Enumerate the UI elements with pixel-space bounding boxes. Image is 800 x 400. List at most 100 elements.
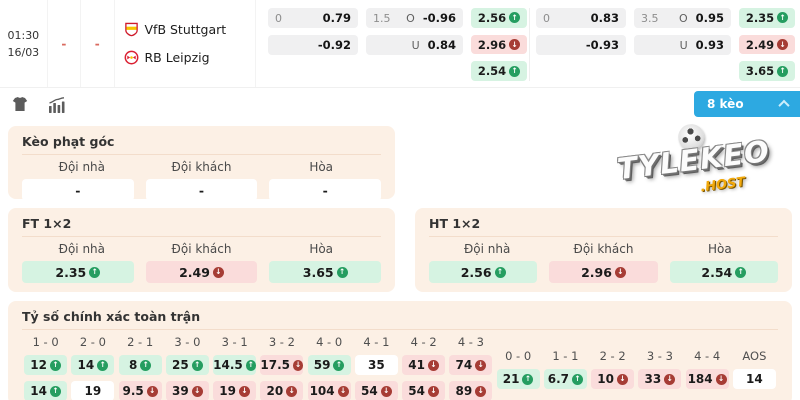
home-team-row[interactable]: VfB Stuttgart [124, 22, 256, 37]
home-header: Đội nhà [463, 242, 511, 256]
handicap-line: 0 [543, 11, 550, 25]
odds-value: 9.5 [122, 384, 144, 398]
score-odds-cell[interactable]: 21 ↑ [496, 369, 540, 389]
corner-home-cell[interactable]: - [22, 179, 134, 201]
odds-value: 25 [172, 358, 189, 372]
score-odds-cell[interactable]: 10 ↓ [591, 369, 635, 389]
under-cell[interactable]: U 0.93 [634, 35, 731, 55]
score-odds-cell[interactable]: 19 [71, 381, 115, 400]
score-odds-cell[interactable]: 54 ↓ [354, 381, 398, 400]
over-cell[interactable]: 3.5 O 0.95 [634, 8, 731, 28]
score-odds-cell[interactable]: 41 ↓ [402, 355, 446, 375]
odds-value: 10 [597, 372, 614, 386]
odds-value: 35 [368, 358, 385, 372]
odds-value: 2.56 [477, 10, 507, 25]
score-odds-cell[interactable]: 19 ↓ [213, 381, 257, 400]
trend-down-icon: ↓ [475, 385, 487, 397]
score-odds-cell[interactable]: 8 ↑ [118, 355, 162, 375]
odds-value: 14 [746, 372, 763, 386]
ht-home-odds-cell[interactable]: 2.56 ↑ [429, 261, 538, 283]
x12-draw-cell[interactable]: 2.54 ↑ [471, 61, 527, 82]
x12-home-cell[interactable]: 2.35 ↑ [739, 8, 795, 28]
handicap-column: 0 0.79 -0.92 [268, 8, 358, 81]
away-team-row[interactable]: RB Leipzig [124, 50, 256, 65]
odds-value: 14 [30, 384, 47, 398]
ht-away-odds-cell[interactable]: 2.96 ↓ [549, 261, 658, 283]
score-odds-cell[interactable]: 6.7 ↑ [543, 369, 587, 389]
odds-count-bar[interactable]: 8 kèo [694, 91, 800, 117]
score-odds-cell[interactable]: 33 ↓ [638, 369, 682, 389]
x12-away-cell[interactable]: 2.96 ↓ [471, 34, 527, 55]
away-header: Đội khách [573, 242, 634, 256]
watermark: TYLEKEO .HOST [613, 115, 774, 205]
panel-title: Kèo phạt góc [22, 134, 381, 155]
odds-value: 12 [30, 358, 47, 372]
handicap-away-cell[interactable]: -0.93 [536, 35, 626, 55]
trend-down-icon: ↓ [212, 266, 224, 278]
over-cell[interactable]: 1.5 O -0.96 [366, 8, 463, 28]
ft-home-odds-cell[interactable]: 2.35 ↑ [22, 261, 134, 283]
ou-line: 3.5 [641, 11, 659, 25]
score-odds-cell[interactable]: 59 ↑ [307, 355, 351, 375]
away-team-name: RB Leipzig [144, 50, 210, 65]
handicap-home-cell[interactable]: 0 0.79 [268, 8, 358, 28]
x12-home-cell[interactable]: 2.56 ↑ [471, 8, 527, 28]
trend-up-icon: ↑ [494, 266, 506, 278]
trend-down-icon: ↓ [777, 39, 789, 50]
score-odds-cell[interactable]: 89 ↓ [449, 381, 493, 400]
x12-draw-cell[interactable]: 3.65 ↑ [739, 61, 795, 82]
score-odds-cell[interactable]: 20 ↓ [260, 381, 304, 400]
score-odds-cell[interactable]: 14 ↑ [24, 381, 68, 400]
score-odds-cell[interactable]: 12 ↑ [24, 355, 68, 375]
score-odds-cell[interactable]: 14 ↑ [71, 355, 115, 375]
score-label: 2 - 1 [127, 335, 154, 349]
score-odds-cell[interactable]: 104 ↓ [307, 381, 351, 400]
odds-value: - [75, 182, 81, 198]
score-label: 4 - 1 [363, 335, 390, 349]
score-odds-cell[interactable]: 39 ↓ [165, 381, 209, 400]
score-odds-cell[interactable]: 184 ↓ [685, 369, 729, 389]
ft-draw-odds-cell[interactable]: 3.65 ↑ [269, 261, 382, 283]
markets-content: Kèo phạt góc Đội nhà Đội khách Hòa - - -… [0, 121, 800, 400]
odds-value: 54 [408, 384, 425, 398]
score-odds-cell[interactable]: 14 [732, 369, 776, 389]
odds-value: - [322, 182, 328, 198]
odds-value: 184 [687, 372, 713, 386]
correct-score-panel: Tỷ số chính xác toàn trận 1 - 0 12 ↑ 14 ↑ 2 -… [8, 301, 792, 400]
stats-icon[interactable] [48, 96, 66, 113]
odds-value: 2.96 [581, 264, 612, 280]
odds-value: 0.93 [695, 38, 724, 52]
ht-draw-odds-cell[interactable]: 2.54 ↑ [669, 261, 778, 283]
under-cell[interactable]: U 0.84 [366, 35, 463, 55]
score-odds-cell[interactable]: 14.5 ↑ [213, 355, 257, 375]
odds-value: 74 [455, 358, 473, 372]
odds-value: -0.96 [422, 11, 456, 25]
trend-up-icon: ↑ [522, 373, 534, 385]
over-label: O [678, 11, 688, 25]
score-column: 4 - 2 41 ↓ 54 ↓ [400, 335, 447, 400]
x12-away-cell[interactable]: 2.49 ↓ [739, 34, 795, 55]
score-odds-cell[interactable]: 74 ↓ [449, 355, 493, 375]
score-odds-cell[interactable]: 35 [354, 355, 398, 375]
away-header: Đội khách [171, 160, 232, 174]
draw-column: AOS 14 [731, 335, 778, 400]
odds-value: 2.54 [477, 64, 507, 79]
score-odds-cell[interactable]: 9.5 ↓ [118, 381, 162, 400]
odds-value: 14 [77, 358, 95, 372]
trend-up-icon: ↑ [509, 12, 521, 24]
score-odds-cell[interactable]: 54 ↓ [402, 381, 446, 400]
trend-up-icon: ↑ [509, 65, 521, 77]
ou-line: 1.5 [373, 11, 391, 25]
score-odds-cell[interactable]: 25 ↑ [165, 355, 209, 375]
corner-kick-panel: Kèo phạt góc Đội nhà Đội khách Hòa - - - [8, 126, 395, 201]
jersey-icon[interactable] [12, 97, 28, 112]
odds-count-label: 8 kèo [707, 97, 744, 111]
handicap-away-cell[interactable]: -0.92 [268, 35, 358, 55]
corner-draw-cell[interactable]: - [269, 179, 382, 201]
corner-away-cell[interactable]: - [145, 179, 258, 201]
score-odds-cell[interactable]: 17.5 ↓ [260, 355, 304, 375]
odds-value: 8 [128, 358, 138, 372]
over-under-column: 3.5 O 0.95 U 0.93 [634, 8, 731, 81]
handicap-home-cell[interactable]: 0 0.83 [536, 8, 626, 28]
ft-away-odds-cell[interactable]: 2.49 ↓ [145, 261, 258, 283]
